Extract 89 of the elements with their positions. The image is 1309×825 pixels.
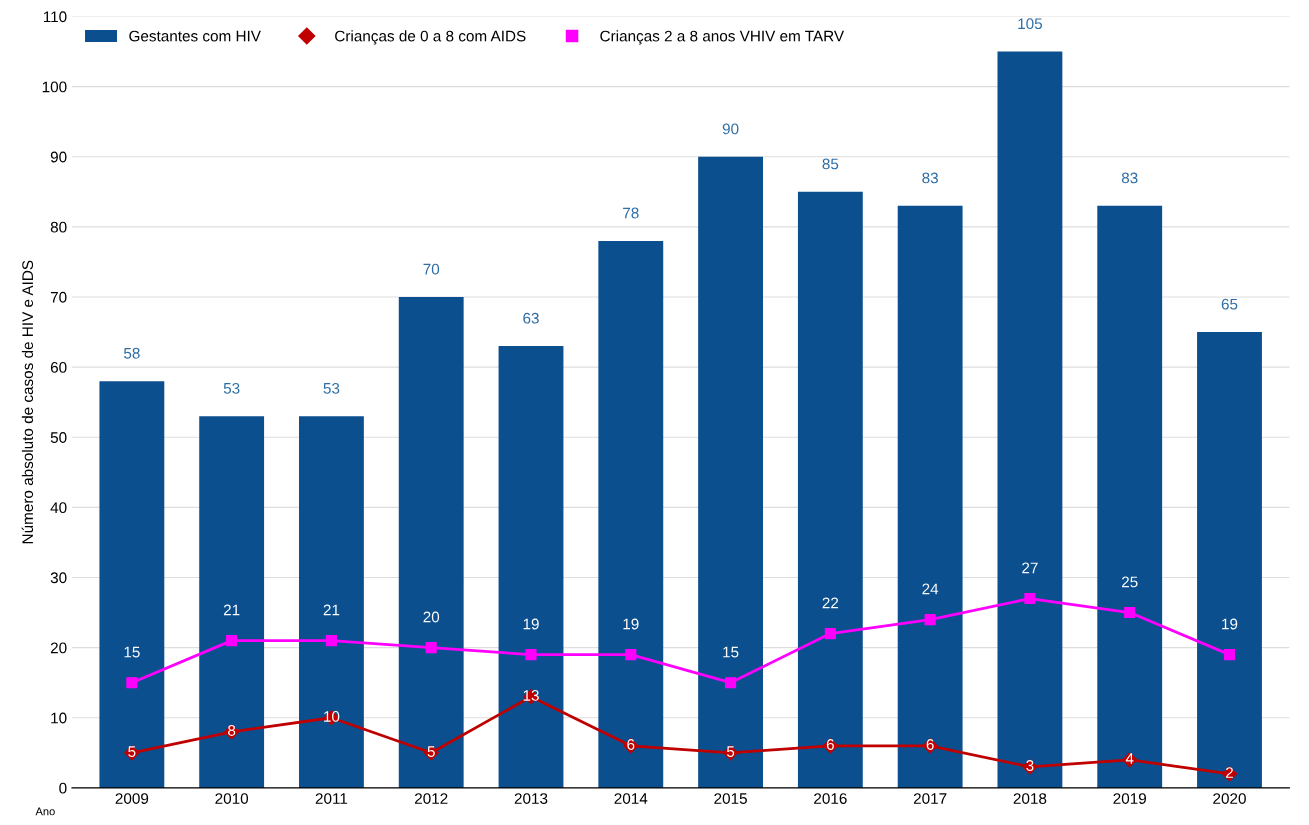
data-label: 58 xyxy=(123,347,140,359)
y-axis-title: Número absoluto de casos de HIV e AIDS xyxy=(21,260,34,544)
point xyxy=(1124,607,1136,619)
y-tick-label: 50 xyxy=(50,432,67,443)
point xyxy=(625,649,637,661)
bar xyxy=(1197,332,1262,788)
y-tick-label: 90 xyxy=(50,151,67,163)
data-label: 4 xyxy=(1125,753,1134,764)
point xyxy=(325,635,337,647)
x-tick-label: 2020 xyxy=(1213,793,1246,804)
data-label: 20 xyxy=(423,611,440,623)
data-label: 3 xyxy=(1026,760,1034,771)
data-label: 70 xyxy=(423,263,440,275)
data-label: 25 xyxy=(1121,576,1138,588)
point xyxy=(525,649,537,661)
data-label: 19 xyxy=(623,618,639,630)
legend-label: Crianças de 0 a 8 com AIDS xyxy=(335,30,526,45)
data-label: 105 xyxy=(1018,18,1043,30)
y-tick-label: 80 xyxy=(50,221,67,233)
data-label: 10 xyxy=(324,711,340,722)
point xyxy=(425,642,437,654)
x-tick-label: 2019 xyxy=(1113,793,1146,804)
data-label: 27 xyxy=(1022,562,1038,574)
data-label: 15 xyxy=(124,646,140,658)
y-tick-label: 60 xyxy=(50,361,67,373)
data-label: 78 xyxy=(623,207,639,219)
data-label: 19 xyxy=(1222,618,1238,630)
data-label: 2 xyxy=(1226,767,1233,778)
x-tick-label: 2013 xyxy=(514,793,548,804)
y-tick-label: 70 xyxy=(50,291,67,303)
bar xyxy=(498,346,564,788)
bar xyxy=(598,240,664,788)
x-axis-title: Ano xyxy=(35,807,55,816)
x-tick-label: 2017 xyxy=(913,793,947,804)
bar xyxy=(1097,205,1163,788)
legend-label: Gestantes com HIV xyxy=(129,30,261,42)
point xyxy=(924,614,936,626)
data-label: 22 xyxy=(822,597,839,609)
data-label: 6 xyxy=(826,739,834,750)
point xyxy=(1024,592,1036,605)
data-label: 21 xyxy=(223,604,240,616)
bar xyxy=(797,191,863,788)
point xyxy=(1223,649,1236,661)
x-tick-label: 2016 xyxy=(814,793,847,804)
y-tick-label: 10 xyxy=(51,712,67,724)
bar xyxy=(199,416,265,788)
data-label: 83 xyxy=(1121,172,1138,184)
data-label: 5 xyxy=(726,746,735,757)
bar xyxy=(897,205,963,788)
x-tick-label: 2011 xyxy=(315,793,348,804)
bar xyxy=(299,416,364,788)
data-label: 53 xyxy=(223,382,240,394)
bar xyxy=(99,381,165,788)
data-label: 24 xyxy=(922,583,939,595)
data-label: 85 xyxy=(822,158,839,170)
y-tick-label: 100 xyxy=(42,81,67,93)
bar xyxy=(698,156,763,788)
point xyxy=(725,677,737,689)
data-label: 15 xyxy=(723,646,739,658)
data-label: 21 xyxy=(323,604,340,616)
y-tick-label: 20 xyxy=(50,642,67,654)
data-label: 90 xyxy=(722,123,739,135)
x-tick-label: 2012 xyxy=(415,793,448,804)
y-tick-label: 30 xyxy=(50,572,67,584)
data-label: 19 xyxy=(523,618,539,630)
bar xyxy=(398,297,464,788)
data-label: 65 xyxy=(1221,298,1238,310)
y-tick-label: 110 xyxy=(43,11,67,23)
point xyxy=(824,628,836,640)
x-tick-label: 2010 xyxy=(215,793,249,804)
data-label: 53 xyxy=(323,382,340,394)
data-label: 13 xyxy=(523,690,539,701)
y-tick-label: 40 xyxy=(50,502,67,514)
data-label: 8 xyxy=(228,725,236,736)
x-tick-label: 2018 xyxy=(1013,793,1047,804)
x-tick-label: 2014 xyxy=(614,793,648,804)
x-tick-label: 2009 xyxy=(115,793,149,804)
legend-label: Crianças 2 a 8 anos VHIV em TARV xyxy=(600,30,845,45)
bar xyxy=(997,51,1063,788)
data-label: 5 xyxy=(427,746,435,757)
data-label: 5 xyxy=(128,746,136,757)
data-label: 83 xyxy=(922,172,938,184)
data-label: 63 xyxy=(523,312,539,324)
point xyxy=(126,677,138,689)
data-label: 6 xyxy=(926,739,934,750)
point xyxy=(226,635,238,647)
data-label: 6 xyxy=(627,739,635,750)
y-tick-label: 0 xyxy=(59,782,67,794)
x-tick-label: 2015 xyxy=(714,793,747,804)
